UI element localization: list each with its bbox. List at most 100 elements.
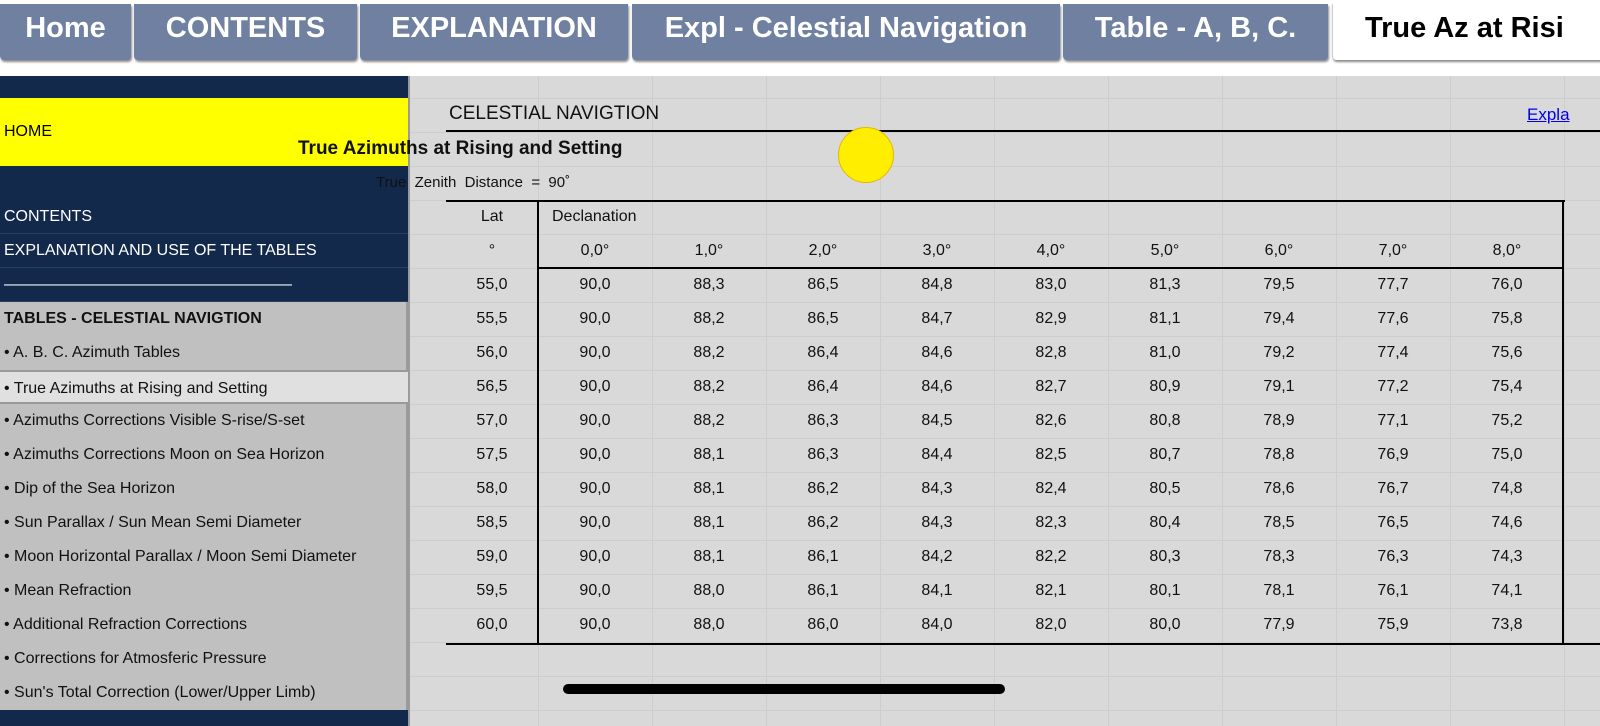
azimuth-cell: 84,4: [921, 446, 953, 463]
azimuth-cell: 80,7: [1149, 446, 1181, 463]
tab[interactable]: True Az at Risi: [1332, 4, 1600, 60]
table-border: [537, 200, 539, 644]
lat-cell: 55,0: [476, 276, 508, 293]
azimuth-cell: 88,1: [693, 480, 725, 497]
azimuth-cell: 76,3: [1377, 548, 1409, 565]
sidebar-item[interactable]: • Azimuths Corrections Visible S-rise/S-…: [0, 404, 408, 438]
azimuth-cell: 81,1: [1149, 310, 1181, 327]
azimuth-cell: 82,4: [1035, 480, 1067, 497]
cell-grid: [410, 642, 1600, 643]
azimuth-cell: 82,8: [1035, 344, 1067, 361]
tab[interactable]: Expl - Celestial Navigation: [632, 4, 1060, 60]
explanation-link[interactable]: Expla: [1527, 105, 1570, 124]
azimuth-cell: 88,2: [693, 344, 725, 361]
lat-cell: 59,0: [476, 548, 508, 565]
azimuth-cell: 78,8: [1263, 446, 1295, 463]
azimuth-cell: 88,0: [693, 582, 725, 599]
sidebar-item[interactable]: • Mean Refraction: [0, 574, 408, 608]
azimuth-cell: 81,0: [1149, 344, 1181, 361]
cell-grid: [1108, 76, 1109, 726]
azimuth-cell: 82,9: [1035, 310, 1067, 327]
cell-grid: [994, 76, 995, 726]
sidebar-item[interactable]: EXPLANATION AND USE OF THE TABLES: [0, 234, 408, 268]
azimuth-cell: 90,0: [579, 446, 611, 463]
azimuth-cell: 86,1: [807, 582, 839, 599]
sidebar-item[interactable]: TABLES - CELESTIAL NAVIGTION: [0, 302, 408, 336]
azimuth-cell: 86,2: [807, 480, 839, 497]
sidebar-item[interactable]: • Dip of the Sea Horizon: [0, 472, 408, 506]
azimuth-cell: 75,9: [1377, 616, 1409, 633]
touch-indicator: [838, 127, 894, 183]
azimuth-cell: 88,1: [693, 446, 725, 463]
sidebar-item[interactable]: HOME: [0, 98, 408, 166]
azimuth-cell: 79,1: [1263, 378, 1295, 395]
azimuth-cell: 86,3: [807, 446, 839, 463]
sidebar-item[interactable]: • Corrections for Atmosferic Pressure: [0, 642, 408, 676]
cell-grid: [1564, 76, 1565, 726]
column-header: 5,0°: [1150, 242, 1180, 259]
lat-cell: 60,0: [476, 616, 508, 633]
sidebar-item[interactable]: • Sun's Total Correction (Lower/Upper Li…: [0, 676, 408, 710]
azimuth-cell: 88,3: [693, 276, 725, 293]
azimuth-cell: 76,5: [1377, 514, 1409, 531]
azimuth-cell: 77,4: [1377, 344, 1409, 361]
azimuth-cell: 88,1: [693, 548, 725, 565]
azimuth-cell: 90,0: [579, 548, 611, 565]
azimuth-cell: 75,8: [1491, 310, 1523, 327]
cell-grid: [410, 676, 1600, 677]
column-header: 8,0°: [1492, 242, 1522, 259]
sidebar-item[interactable]: • A. B. C. Azimuth Tables: [0, 336, 408, 370]
lat-unit: °: [488, 242, 496, 259]
azimuth-cell: 81,3: [1149, 276, 1181, 293]
tab[interactable]: Home: [0, 4, 131, 60]
cell-grid: [410, 404, 1600, 405]
azimuth-cell: 82,5: [1035, 446, 1067, 463]
azimuth-cell: 82,2: [1035, 548, 1067, 565]
lat-cell: 58,0: [476, 480, 508, 497]
azimuth-cell: 84,0: [921, 616, 953, 633]
azimuth-cell: 73,8: [1491, 616, 1523, 633]
cell-grid: [410, 608, 1600, 609]
azimuth-cell: 80,8: [1149, 412, 1181, 429]
cell-grid: [410, 472, 1600, 473]
scrollbar[interactable]: [563, 684, 1005, 694]
azimuth-cell: 77,9: [1263, 616, 1295, 633]
azimuth-cell: 74,3: [1491, 548, 1523, 565]
azimuth-cell: 83,0: [1035, 276, 1067, 293]
azimuth-cell: 90,0: [579, 310, 611, 327]
azimuth-cell: 76,1: [1377, 582, 1409, 599]
azimuth-cell: 77,1: [1377, 412, 1409, 429]
rule: [446, 130, 1600, 132]
azimuth-cell: 86,5: [807, 310, 839, 327]
azimuth-cell: 74,1: [1491, 582, 1523, 599]
azimuth-cell: 86,2: [807, 514, 839, 531]
cell-grid: [410, 370, 1600, 371]
cell-grid: [410, 438, 1600, 439]
sidebar-item[interactable]: ——————————————————: [0, 268, 408, 302]
cell-grid: [410, 302, 1600, 303]
column-header: 4,0°: [1036, 242, 1066, 259]
tab[interactable]: Table - A, B, C.: [1063, 4, 1328, 60]
sidebar-item[interactable]: • Moon Horizontal Parallax / Moon Semi D…: [0, 540, 408, 574]
sidebar-item[interactable]: • Sun Parallax / Sun Mean Semi Diameter: [0, 506, 408, 540]
azimuth-cell: 86,5: [807, 276, 839, 293]
cell-grid: [410, 166, 1600, 167]
sidebar-item[interactable]: • Azimuths Corrections Moon on Sea Horiz…: [0, 438, 408, 472]
azimuth-cell: 78,1: [1263, 582, 1295, 599]
tab[interactable]: EXPLANATION: [360, 4, 628, 60]
sidebar-item[interactable]: • Additional Refraction Corrections: [0, 608, 408, 642]
azimuth-cell: 86,4: [807, 378, 839, 395]
azimuth-cell: 90,0: [579, 276, 611, 293]
azimuth-cell: 78,3: [1263, 548, 1295, 565]
sheet-heading: CELESTIAL NAVIGTION: [449, 103, 660, 124]
lat-cell: 56,5: [476, 378, 508, 395]
lat-header: Lat: [480, 208, 504, 225]
cell-grid: [1336, 76, 1337, 726]
azimuth-cell: 76,0: [1491, 276, 1523, 293]
tab[interactable]: CONTENTS: [134, 4, 357, 60]
sidebar-item[interactable]: CONTENTS: [0, 200, 408, 234]
table-subtitle: True Zenith Distance = 90˚: [376, 174, 571, 191]
azimuth-cell: 84,2: [921, 548, 953, 565]
table-border: [446, 643, 1600, 645]
sidebar-item[interactable]: • True Azimuths at Rising and Setting: [0, 370, 408, 404]
